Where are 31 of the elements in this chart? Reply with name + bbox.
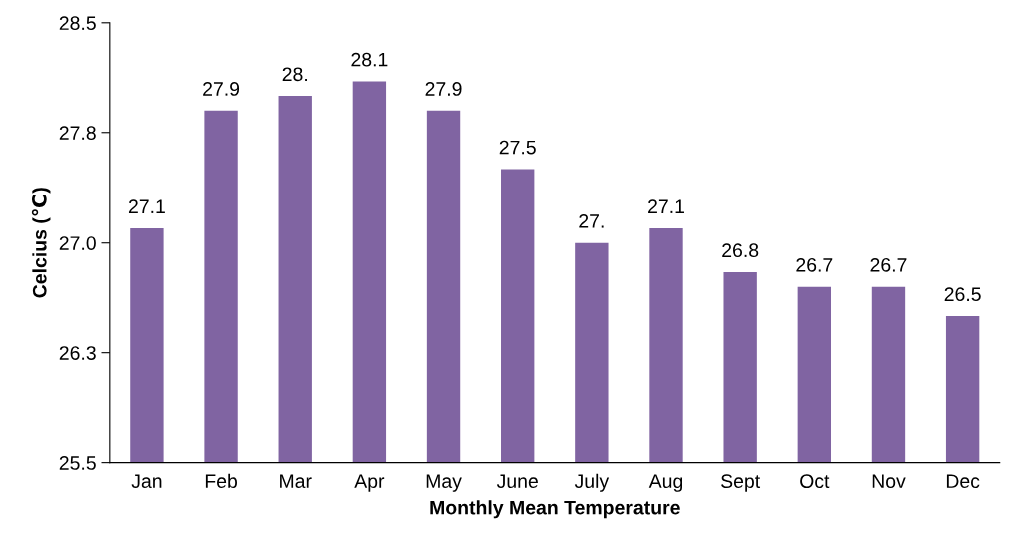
y-tick-label: 27.8 xyxy=(59,126,96,140)
x-tick-label: Feb xyxy=(205,473,238,489)
data-label: 26.5 xyxy=(944,287,981,302)
x-tick-label: Jan xyxy=(131,474,162,489)
x-tick-label: July xyxy=(574,473,610,492)
data-label: 26.7 xyxy=(796,257,833,272)
x-axis-title: Monthly Mean Temperature xyxy=(430,500,680,519)
data-label: 28. xyxy=(282,67,307,82)
x-tick-label: Apr xyxy=(354,474,385,492)
x-tick-label: Nov xyxy=(872,474,906,489)
data-label: 27.1 xyxy=(128,199,165,213)
data-label: 27.5 xyxy=(499,140,536,155)
x-tick-label: May xyxy=(426,474,462,492)
data-label: 27.9 xyxy=(425,82,462,96)
x-tick-label: June xyxy=(496,474,538,489)
x-tick-label: Mar xyxy=(280,474,312,489)
y-tick-label: 26.3 xyxy=(59,346,96,360)
data-label: 28.1 xyxy=(351,52,388,67)
data-label: 27.1 xyxy=(648,199,684,213)
y-tick-label: 28.5 xyxy=(59,16,96,31)
data-label: 27.9 xyxy=(203,82,240,96)
x-tick-label: Sept xyxy=(721,474,761,492)
x-tick-label: Dec xyxy=(946,474,980,489)
y-tick-label: 25.5 xyxy=(59,456,96,470)
y-tick-label: 27.0 xyxy=(59,236,96,250)
data-label: 27. xyxy=(579,214,604,228)
x-tick-label: Aug xyxy=(648,474,683,492)
y-axis-title: Celcius (℃) xyxy=(31,188,51,298)
data-label: 26.7 xyxy=(870,257,907,272)
data-label: 26.8 xyxy=(722,243,759,258)
x-tick-label: Oct xyxy=(800,474,830,489)
